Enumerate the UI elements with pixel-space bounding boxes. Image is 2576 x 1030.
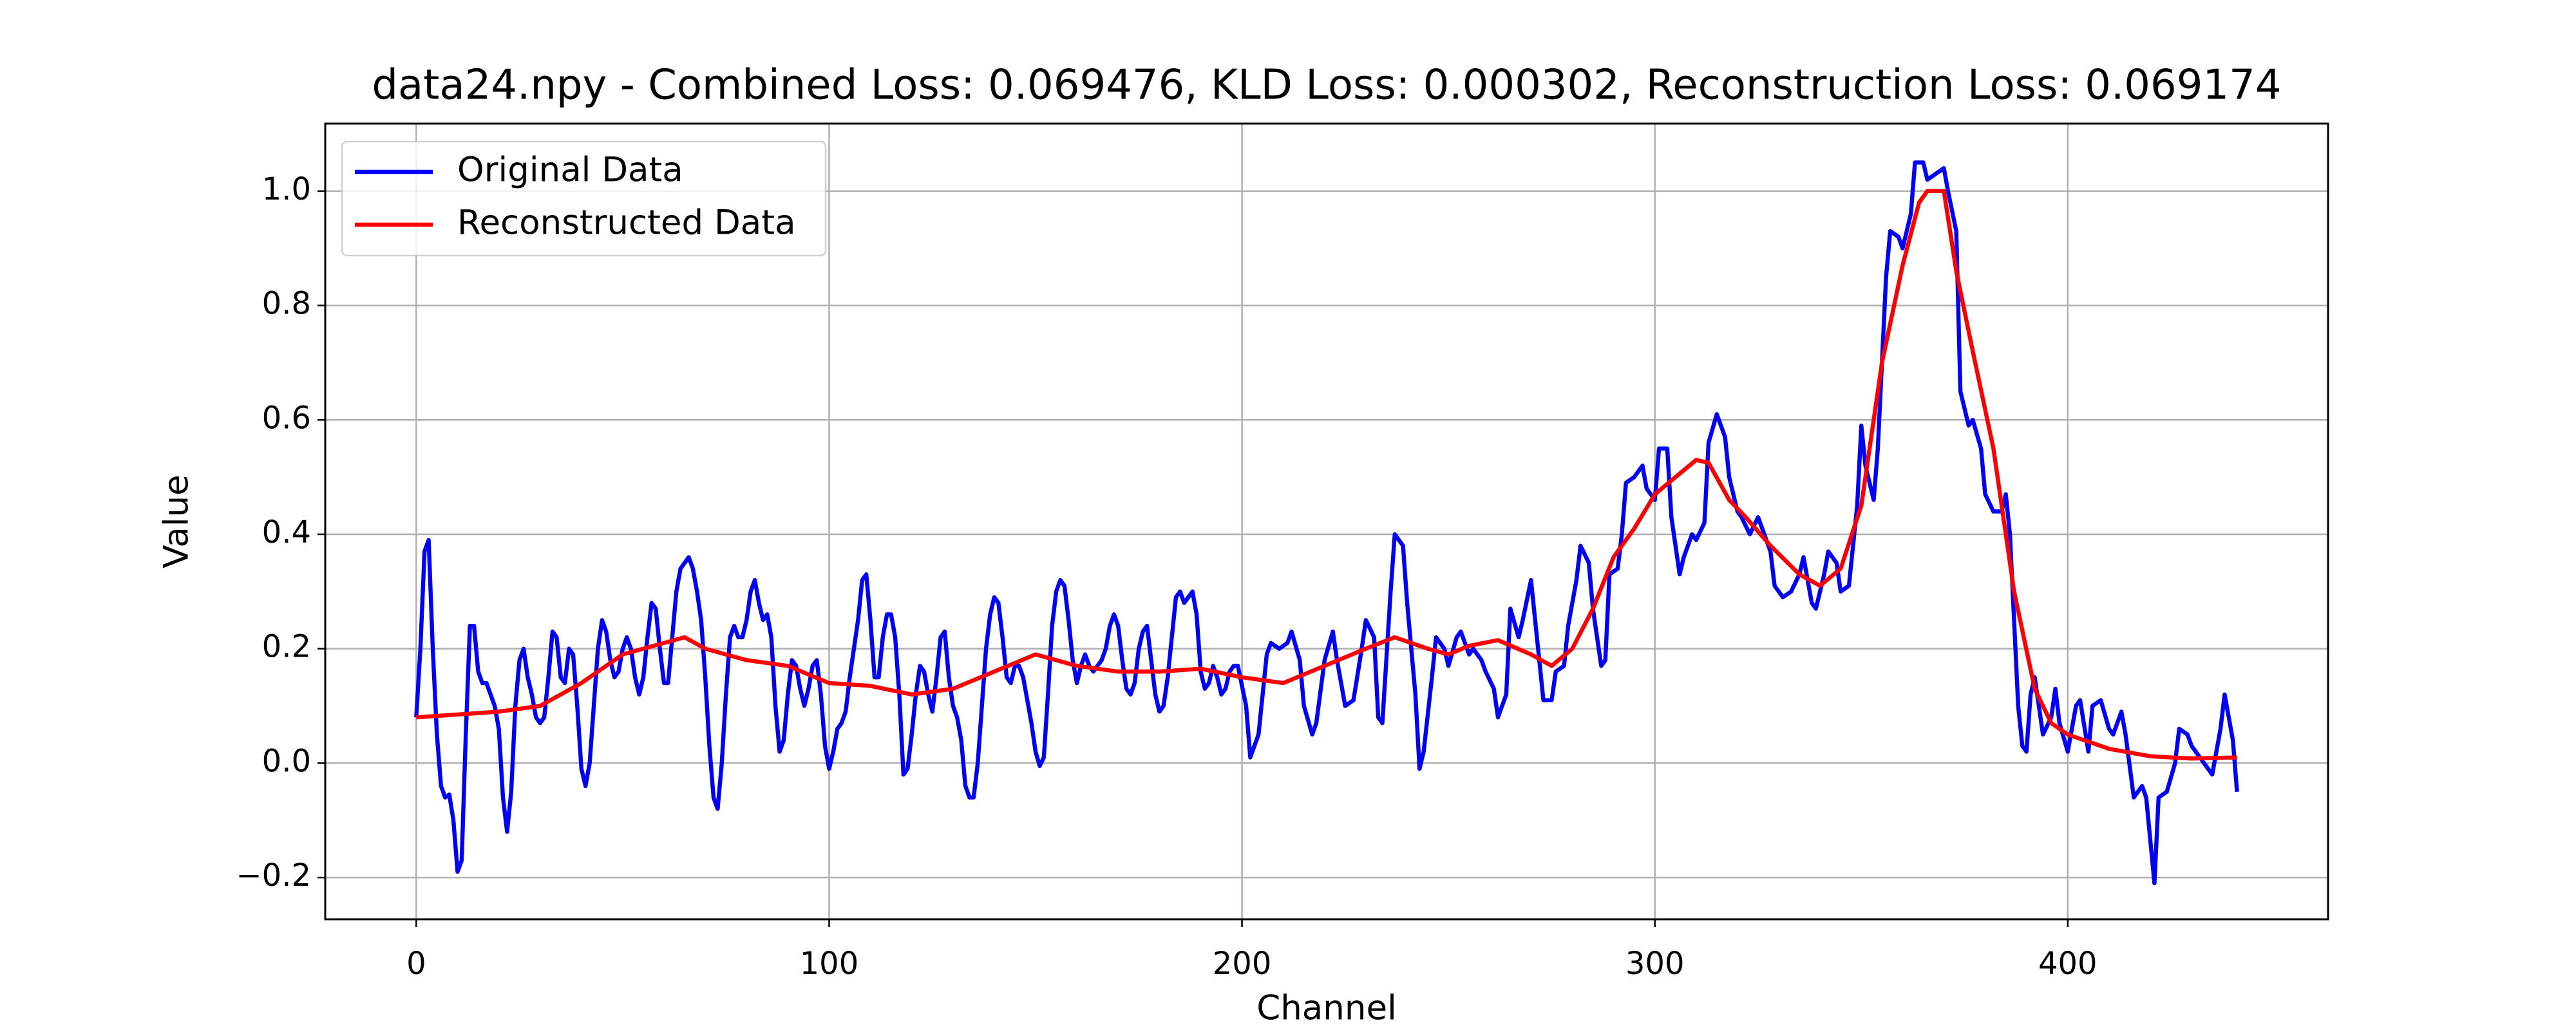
x-axis-label: Channel bbox=[1256, 989, 1397, 1028]
y-tick-label: 0.4 bbox=[262, 514, 311, 550]
data-line bbox=[414, 160, 2239, 886]
plot-area bbox=[414, 160, 2239, 886]
legend-label: Reconstructed Data bbox=[457, 203, 796, 243]
y-tick-label: 1.0 bbox=[262, 171, 311, 207]
data-line bbox=[416, 189, 2237, 761]
y-tick-label: 0.2 bbox=[262, 629, 311, 665]
x-tick-label: 300 bbox=[1625, 946, 1685, 982]
x-tick-label: 400 bbox=[2038, 946, 2098, 982]
x-tick-label: 100 bbox=[800, 946, 859, 982]
y-tick-label: 0.6 bbox=[262, 400, 311, 436]
y-tick-label: 0.8 bbox=[262, 286, 311, 322]
y-axis-label: Value bbox=[157, 474, 196, 568]
y-tick-label: −0.2 bbox=[236, 857, 311, 894]
x-tick-label: 0 bbox=[406, 946, 426, 982]
legend: Original Data Reconstructed Data bbox=[341, 140, 827, 257]
legend-box bbox=[341, 140, 827, 257]
chart-title: data24.npy - Combined Loss: 0.069476, KL… bbox=[372, 62, 2281, 109]
y-tick-label: 0.0 bbox=[262, 743, 311, 779]
axes-frame bbox=[324, 122, 2329, 921]
grid: 0 100 200 300 400 −0.2 0.0 0.2 0.4 0.6 0.8 1.0 bbox=[236, 124, 2328, 982]
x-tick-label: 200 bbox=[1213, 946, 1272, 982]
legend-label: Original Data bbox=[457, 151, 683, 190]
